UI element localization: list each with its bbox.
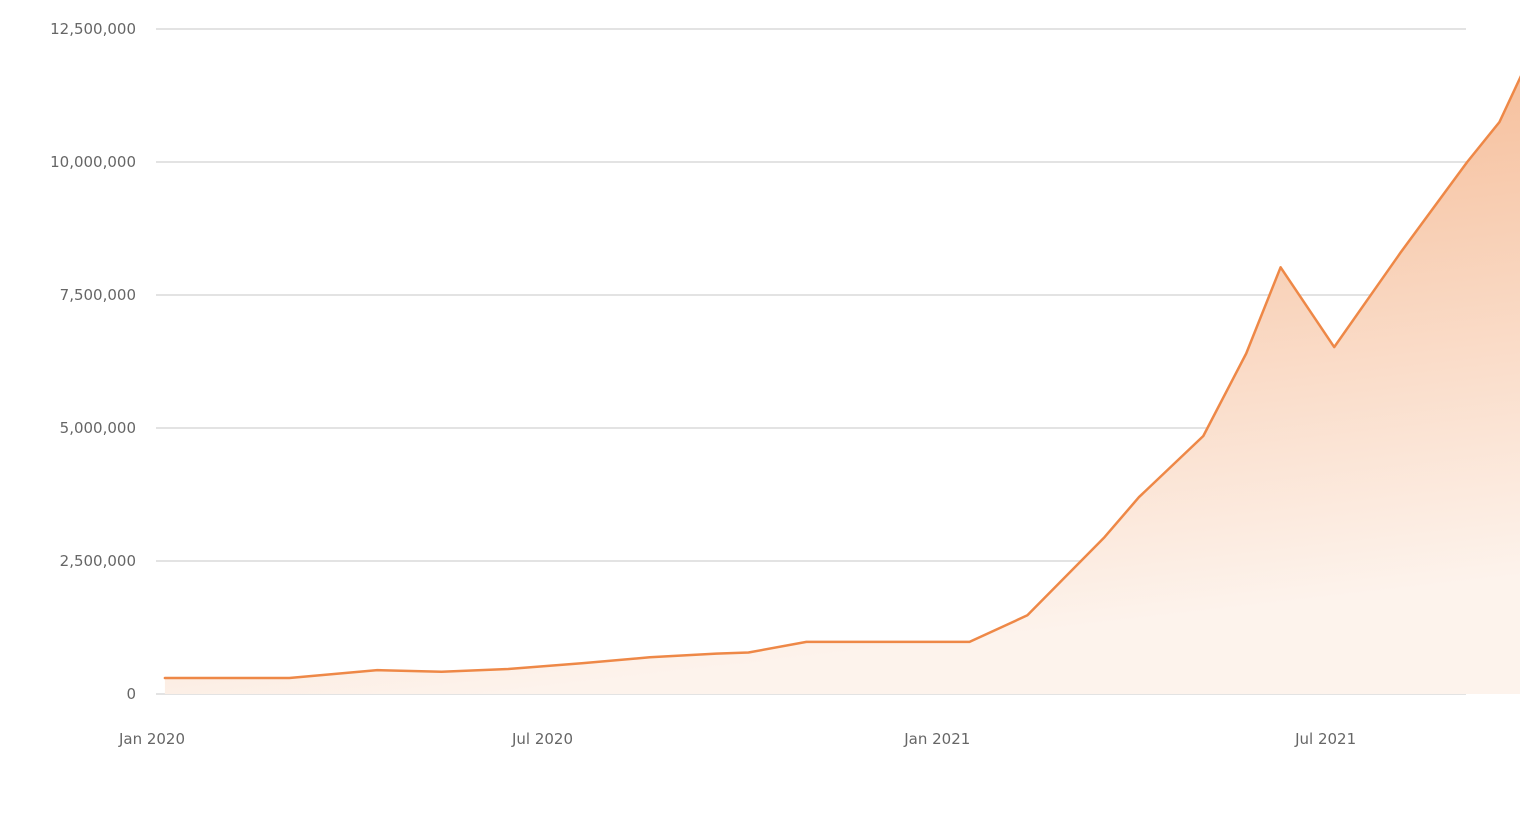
y-tick-label-4: 10,000,000 (50, 153, 136, 171)
data-point-17 (1279, 265, 1283, 269)
data-point-13 (1103, 535, 1107, 539)
data-point-16 (1244, 352, 1248, 356)
y-tick-label-1: 2,500,000 (60, 552, 136, 570)
data-point-1 (287, 676, 291, 680)
data-point-18 (1332, 345, 1336, 349)
y-tick-label-3: 7,500,000 (60, 286, 136, 304)
data-point-11 (967, 640, 971, 644)
x-axis-ticks: Jan 2020 Jul 2020 Jan 2021 Jul 2021 (118, 730, 1356, 748)
series-line (163, 75, 1520, 680)
data-point-4 (506, 667, 510, 671)
area-series (164, 78, 1520, 694)
data-point-2 (375, 668, 379, 672)
data-point-0 (163, 676, 167, 680)
data-point-12 (1025, 613, 1029, 617)
data-point-14 (1137, 495, 1141, 499)
data-point-5 (581, 661, 585, 665)
y-tick-label-5: 12,500,000 (50, 20, 136, 38)
y-tick-label-0: 0 (126, 685, 136, 703)
data-point-6 (648, 655, 652, 659)
data-point-21 (1497, 120, 1501, 124)
x-tick-label-1: Jul 2020 (511, 730, 573, 748)
data-point-9 (804, 640, 808, 644)
data-point-3 (440, 670, 444, 674)
data-point-7 (714, 652, 718, 656)
data-point-15 (1201, 434, 1205, 438)
x-tick-label-0: Jan 2020 (118, 730, 185, 748)
x-tick-label-2: Jan 2021 (903, 730, 970, 748)
data-point-10 (899, 640, 903, 644)
data-point-20 (1465, 160, 1469, 164)
data-point-8 (746, 651, 750, 655)
data-point-19 (1399, 250, 1403, 254)
area-fill (164, 78, 1520, 694)
y-axis-ticks: 0 2,500,000 5,000,000 7,500,000 10,000,000 12… (50, 20, 136, 703)
y-tick-label-2: 5,000,000 (60, 419, 136, 437)
line-series (163, 75, 1520, 680)
x-tick-label-3: Jul 2021 (1294, 730, 1356, 748)
